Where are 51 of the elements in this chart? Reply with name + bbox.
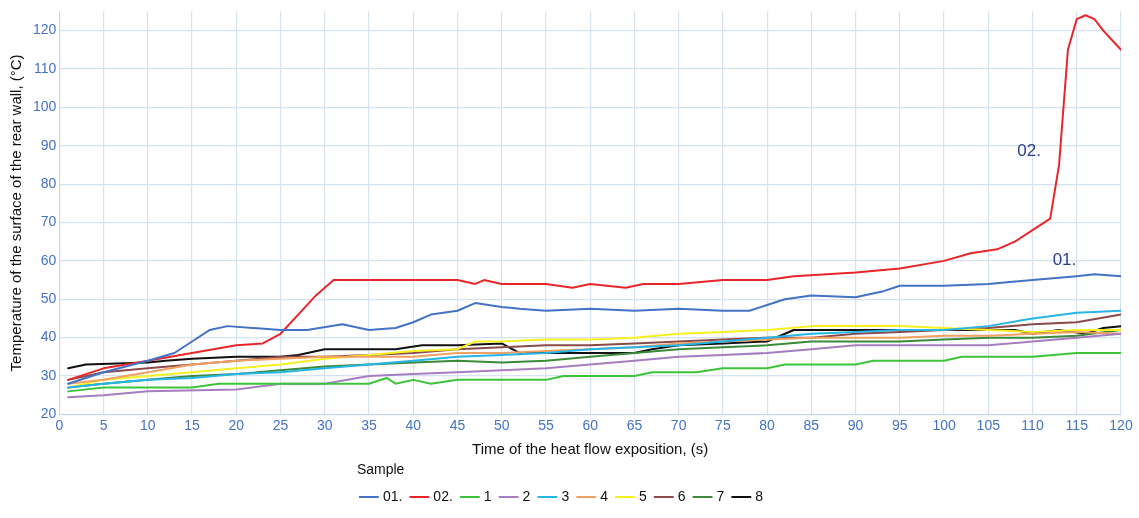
- x-tick-label: 5: [99, 416, 108, 433]
- legend-label: 7: [716, 487, 725, 504]
- annotation: 02.: [1017, 140, 1041, 160]
- legend-title: Sample: [356, 461, 405, 478]
- x-tick-label: 30: [316, 416, 333, 433]
- legend-label: 8: [755, 487, 764, 504]
- x-tick-label: 0: [55, 416, 64, 433]
- x-tick-label: 70: [670, 416, 687, 433]
- legend-label: 6: [677, 487, 686, 504]
- legend-label: 3: [561, 487, 570, 504]
- x-tick-label: 10: [140, 416, 156, 433]
- y-axis-title: Temperature of the surface of the rear wall, (°C): [7, 54, 25, 372]
- x-tick-label: 40: [405, 416, 422, 433]
- x-tick-label: 55: [538, 416, 554, 433]
- y-tick-label: 80: [40, 174, 57, 191]
- x-tick-label: 20: [228, 416, 245, 433]
- x-tick-label: 45: [449, 416, 466, 433]
- legend-label: 02.: [433, 487, 453, 504]
- x-tick-label: 80: [759, 416, 776, 433]
- x-tick-label: 35: [361, 416, 377, 433]
- y-tick-label: 50: [40, 290, 57, 307]
- y-tick-label: 70: [40, 213, 57, 230]
- x-tick-label: 100: [932, 416, 956, 433]
- y-tick-label: 40: [40, 328, 57, 345]
- legend-label: 4: [600, 487, 609, 504]
- x-tick-label: 90: [847, 416, 864, 433]
- y-tick-label: 120: [33, 21, 57, 38]
- x-tick-label: 60: [582, 416, 599, 433]
- x-tick-label: 105: [976, 416, 1001, 433]
- y-tick-label: 60: [40, 251, 57, 268]
- x-tick-label: 95: [892, 416, 908, 433]
- x-tick-label: 75: [715, 416, 731, 433]
- y-tick-label: 90: [40, 136, 57, 153]
- x-tick-label: 50: [493, 416, 510, 433]
- x-axis-title: Time of the heat flow exposition, (s): [472, 440, 709, 458]
- x-tick-label: 25: [272, 416, 289, 433]
- y-tick-label: 110: [34, 59, 57, 76]
- x-tick-label: 110: [1021, 416, 1044, 433]
- legend-label: 1: [483, 487, 492, 504]
- annotation: 01.: [1052, 250, 1077, 269]
- x-tick-label: 85: [803, 416, 820, 433]
- legend-label: 2: [522, 487, 531, 504]
- y-tick-label: 20: [40, 405, 57, 422]
- y-tick-label: 30: [40, 366, 57, 383]
- legend-label: 01.: [382, 487, 403, 504]
- y-tick-label: 100: [33, 98, 57, 115]
- x-tick-label: 120: [1109, 416, 1133, 433]
- x-tick-label: 15: [184, 416, 201, 433]
- legend-label: 5: [638, 487, 647, 504]
- x-tick-label: 115: [1065, 416, 1089, 433]
- x-tick-label: 65: [626, 416, 643, 433]
